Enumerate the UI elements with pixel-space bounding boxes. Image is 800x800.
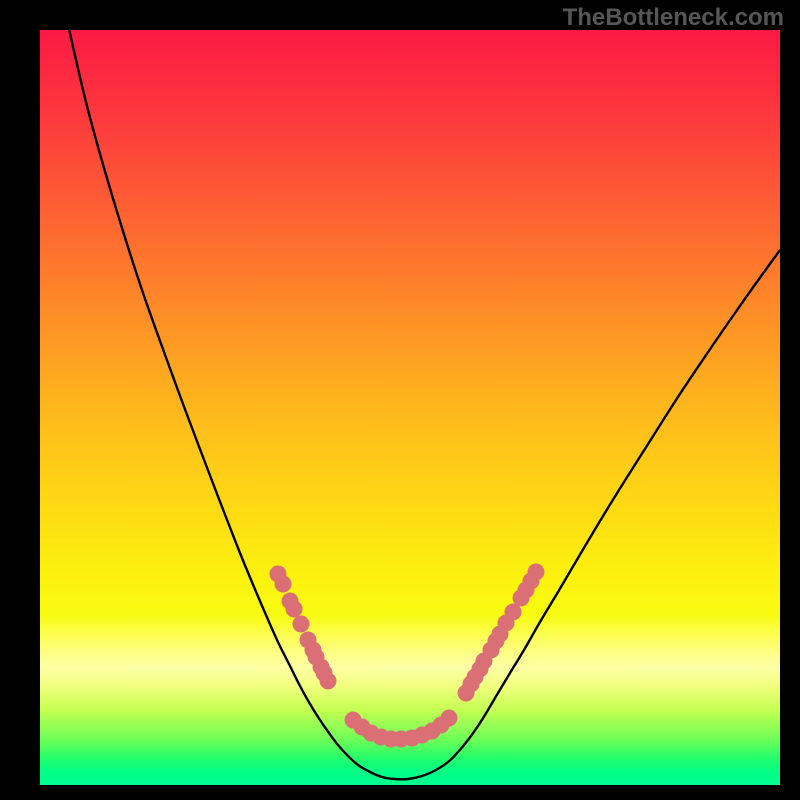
marker-point (363, 725, 380, 742)
plot-background (40, 30, 780, 785)
product-markers (270, 564, 545, 748)
marker-point (320, 673, 337, 690)
marker-point (488, 633, 505, 650)
marker-point (505, 604, 522, 621)
marker-point (433, 717, 450, 734)
marker-point (463, 676, 480, 693)
marker-point (476, 653, 493, 670)
marker-point (286, 601, 303, 618)
marker-point (293, 616, 310, 633)
marker-point (492, 626, 509, 643)
bottleneck-chart (0, 0, 800, 800)
marker-point (523, 573, 540, 590)
marker-point (275, 576, 292, 593)
marker-point (305, 642, 322, 659)
marker-point (498, 615, 515, 632)
marker-point (483, 642, 500, 659)
marker-point (308, 649, 325, 666)
marker-point (467, 669, 484, 686)
marker-point (404, 730, 421, 747)
marker-point (528, 564, 545, 581)
marker-point (393, 731, 410, 748)
marker-point (313, 659, 330, 676)
marker-point (354, 719, 371, 736)
chart-container: TheBottleneck.com (0, 0, 800, 800)
marker-point (270, 566, 287, 583)
marker-point (513, 590, 530, 607)
marker-point (282, 593, 299, 610)
marker-point (373, 729, 390, 746)
marker-point (458, 685, 475, 702)
marker-point (441, 710, 458, 727)
performance-curve (63, 0, 780, 779)
marker-point (472, 661, 489, 678)
marker-point (518, 582, 535, 599)
marker-point (300, 632, 317, 649)
watermark-label: TheBottleneck.com (563, 4, 784, 32)
marker-point (383, 731, 400, 748)
marker-point (414, 727, 431, 744)
marker-point (316, 665, 333, 682)
marker-point (424, 723, 441, 740)
marker-point (345, 712, 362, 729)
